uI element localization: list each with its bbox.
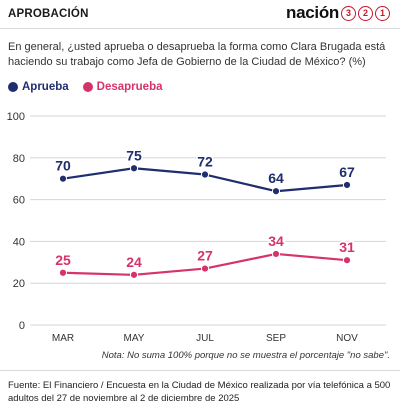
data-label-desaprueba-mar: 25 xyxy=(55,252,71,268)
brand-logo: nación 3 2 1 xyxy=(286,3,390,23)
legend-label-aprueba: Aprueba xyxy=(22,81,69,93)
source-text: Fuente: El Financiero / Encuesta en la C… xyxy=(8,380,391,404)
data-point-desaprueba-sep xyxy=(271,249,281,259)
brand-digit-2: 2 xyxy=(358,5,373,21)
section-label: APROBACIÓN xyxy=(8,8,89,20)
data-point-desaprueba-jul xyxy=(200,264,210,273)
legend: Aprueba Desaprueba xyxy=(8,81,163,93)
chart-note: Nota: No suma 100% porque no se muestra … xyxy=(101,350,390,361)
data-point-desaprueba-may xyxy=(129,270,139,279)
y-tick-label-80: 80 xyxy=(13,153,25,165)
top-bar: APROBACIÓN nación 3 2 1 xyxy=(0,0,400,30)
x-tick-label-sep: SEP xyxy=(266,333,286,344)
y-tick-label-100: 100 xyxy=(7,111,25,123)
data-label-aprueba-sep: 64 xyxy=(268,170,284,186)
data-label-desaprueba-may: 24 xyxy=(126,254,142,270)
data-label-aprueba-mar: 70 xyxy=(55,158,71,174)
data-label-aprueba-nov: 67 xyxy=(339,164,355,180)
data-point-aprueba-jul xyxy=(200,170,210,179)
legend-item-desaprueba: Desaprueba xyxy=(82,81,163,93)
y-tick-label-40: 40 xyxy=(13,236,25,248)
y-tick-label-0: 0 xyxy=(19,320,25,332)
y-tick-label-20: 20 xyxy=(13,278,25,290)
x-tick-label-nov: NOV xyxy=(336,333,358,344)
data-point-aprueba-nov xyxy=(342,180,352,190)
data-label-desaprueba-sep: 34 xyxy=(268,233,284,249)
line-chart: 0 20 40 60 80 100 MAR MAY JUL SEP NOV 70 75 72 64 67 25 2… xyxy=(7,111,386,344)
legend-dot-aprueba xyxy=(8,82,18,92)
header-divider xyxy=(0,28,400,29)
x-tick-label-mar: MAR xyxy=(52,333,74,344)
legend-dot-desaprueba xyxy=(82,82,93,92)
footer-divider xyxy=(0,370,400,371)
brand-digit-3: 1 xyxy=(375,5,390,21)
legend-item-aprueba: Aprueba xyxy=(8,81,69,93)
data-label-aprueba-may: 75 xyxy=(126,147,142,163)
data-label-desaprueba-nov: 31 xyxy=(339,239,355,255)
data-point-aprueba-sep xyxy=(271,187,281,196)
data-label-desaprueba-jul: 27 xyxy=(197,248,213,264)
x-tick-label-may: MAY xyxy=(124,333,145,344)
survey-question: En general, ¿usted aprueba o desaprueba … xyxy=(8,41,386,68)
data-label-aprueba-jul: 72 xyxy=(197,154,213,170)
data-point-desaprueba-mar xyxy=(58,268,68,277)
data-point-aprueba-may xyxy=(129,164,139,173)
x-tick-label-jul: JUL xyxy=(196,333,214,344)
legend-label-desaprueba: Desaprueba xyxy=(96,81,163,93)
data-point-aprueba-mar xyxy=(58,174,68,183)
data-point-desaprueba-nov xyxy=(342,256,352,265)
brand-word: nación xyxy=(286,3,339,22)
y-tick-label-60: 60 xyxy=(13,195,25,207)
brand-digit-1: 3 xyxy=(341,5,356,21)
